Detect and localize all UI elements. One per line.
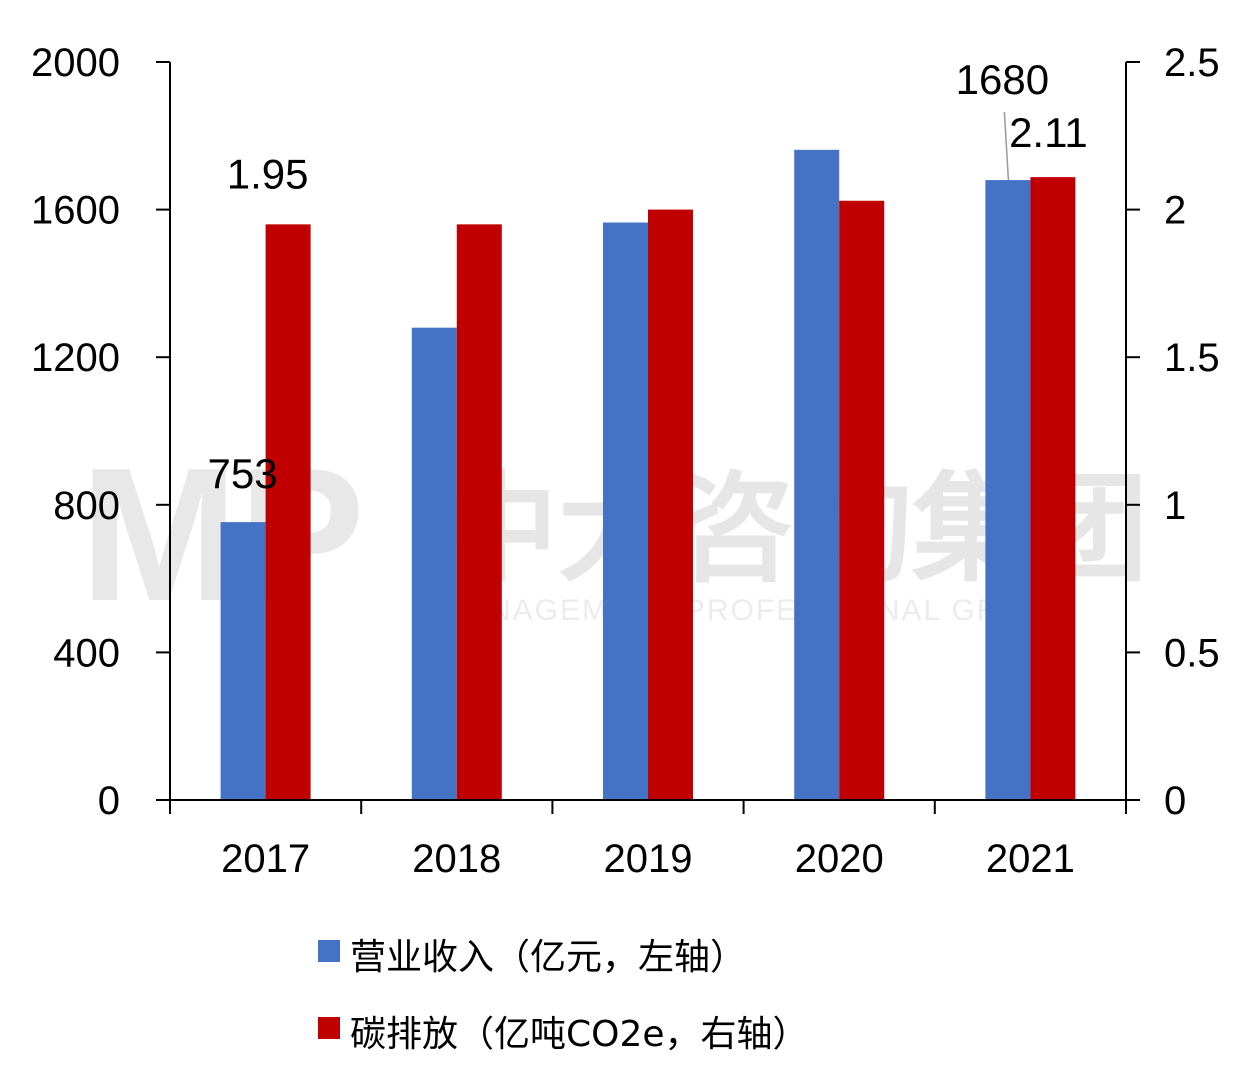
x-tick-label-2020: 2020: [795, 837, 884, 881]
chart: MP 中大咨询集团 MANAGEMENT PROFESSIONAL GROUP …: [31, 41, 1220, 881]
data-labels: 753 1680 1.95 2.11: [208, 56, 1088, 497]
x-tick-label-2021: 2021: [986, 837, 1075, 881]
bar-emission-2019: [648, 209, 693, 801]
legend-label-revenue: 营业收入（亿元，左轴）: [350, 937, 747, 978]
bar-revenue-2020: [794, 149, 840, 800]
bars: [220, 149, 1076, 801]
data-label-revenue-2021: 1680: [956, 56, 1049, 103]
x-tick-label-2019: 2019: [604, 837, 693, 881]
bar-revenue-2019: [603, 222, 648, 800]
bar-emission-2020: [839, 200, 885, 800]
axes: 0 400 800 1200 1600 2000 0 0.5 1 1.5 2 2.5 2017 2018 2…: [31, 41, 1220, 881]
bar-emission-2017: [265, 224, 311, 801]
legend-item-emission: 碳排放（亿吨CO2e，右轴）: [318, 1005, 809, 1057]
left-tick-label: 1600: [31, 189, 120, 233]
left-tick-label: 400: [53, 631, 120, 675]
x-tick-label-2017: 2017: [221, 837, 310, 881]
right-tick-label: 2.5: [1164, 41, 1220, 85]
x-tick-label-2018: 2018: [412, 837, 501, 881]
legend-swatch-emission: [318, 1017, 340, 1039]
bar-revenue-2018: [411, 327, 457, 800]
bar-revenue-2021: [985, 180, 1031, 800]
left-tick-label: 2000: [31, 41, 120, 85]
right-tick-label: 0.5: [1164, 631, 1220, 675]
data-label-emission-2017: 1.95: [227, 150, 309, 197]
left-tick-label: 0: [98, 779, 120, 823]
legend-item-revenue: 营业收入（亿元，左轴）: [318, 928, 746, 980]
bar-revenue-2017: [220, 522, 266, 800]
bar-emission-2021: [1030, 177, 1076, 801]
right-tick-label: 2: [1164, 189, 1186, 233]
data-label-revenue-2017: 753: [208, 450, 278, 497]
left-tick-label: 1200: [31, 336, 120, 380]
right-tick-label: 1: [1164, 484, 1186, 528]
watermark-en: MANAGEMENT PROFESSIONAL GROUP: [440, 594, 1071, 627]
right-tick-label: 0: [1164, 779, 1186, 823]
data-label-emission-2021: 2.11: [1009, 109, 1088, 156]
leader-line: [1003, 112, 1010, 181]
legend-swatch-revenue: [318, 940, 340, 962]
bar-emission-2018: [456, 224, 502, 801]
right-tick-label: 1.5: [1164, 336, 1220, 380]
legend-label-emission: 碳排放（亿吨CO2e，右轴）: [350, 1014, 809, 1055]
left-tick-label: 800: [53, 484, 120, 528]
